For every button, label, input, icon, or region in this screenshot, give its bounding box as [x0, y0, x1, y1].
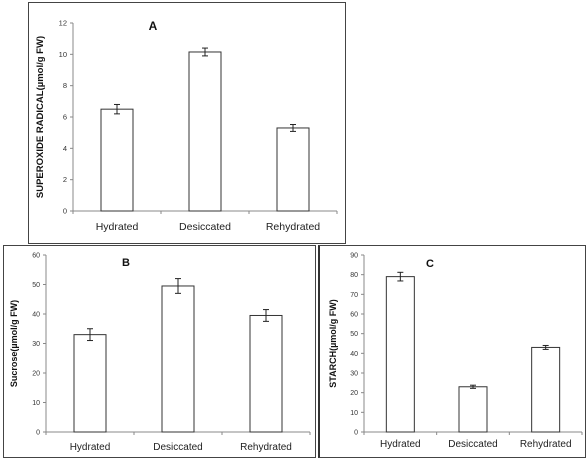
y-tick-label: 90: [350, 253, 358, 260]
y-tick-label: 50: [350, 331, 358, 338]
y-tick-label: 40: [32, 312, 40, 319]
y-tick-label: 0: [354, 430, 358, 437]
x-category-label: Hydrated: [96, 221, 139, 233]
chart-c-svg: 0 10 20 30 40 50 60 70 80 90 Hydrated Desiccated Reh…: [328, 253, 583, 450]
x-category-label: Desiccated: [153, 442, 202, 453]
y-tick-label: 2: [63, 175, 67, 184]
bar-hydrated: [73, 334, 107, 433]
x-category-label: Rehydrated: [240, 442, 292, 453]
x-category-label: Rehydrated: [520, 439, 572, 450]
chart-panel-a: 0 2 4 6 8 10 12 Hydrated Desiccated Rehydrated A SU…: [28, 2, 346, 244]
y-axis-label: SUPEROXIDE RADICAL(µmol/g FW): [35, 36, 46, 198]
y-tick-label: 60: [350, 312, 358, 319]
y-tick-label: 0: [63, 207, 67, 216]
y-tick-label: 0: [36, 430, 40, 437]
chart-a-svg: 0 2 4 6 8 10 12 Hydrated Desiccated Rehydrated A SU…: [35, 19, 338, 233]
chart-panel-c: 0 10 20 30 40 50 60 70 80 90 Hydrated Desiccated Reh…: [318, 245, 586, 458]
y-tick-label: 10: [32, 400, 40, 407]
y-tick-label: 8: [63, 81, 67, 90]
y-tick-label: 50: [32, 282, 40, 289]
bar-rehydrated: [276, 127, 310, 212]
panel-label-a: A: [149, 19, 158, 33]
y-tick-label: 30: [350, 371, 358, 378]
x-category-label: Hydrated: [380, 439, 421, 450]
bar-desiccated: [188, 51, 222, 212]
y-axis-label: STARCH(µmol/g FW): [328, 299, 338, 388]
y-tick-label: 6: [63, 113, 67, 122]
bar-rehydrated: [249, 314, 283, 433]
y-tick-label: 70: [350, 292, 358, 299]
panel-label-c: C: [426, 258, 434, 270]
bar-hydrated: [100, 108, 134, 212]
y-tick-label: 12: [59, 19, 67, 28]
chart-b-svg: 0 10 20 30 40 50 60 Hydrated Desiccated Rehydrate…: [9, 253, 311, 453]
y-tick-label: 4: [63, 144, 67, 153]
y-tick-label: 20: [350, 390, 358, 397]
y-tick-label: 10: [59, 50, 67, 59]
y-tick-label: 30: [32, 341, 40, 348]
x-category-label: Hydrated: [70, 442, 111, 453]
y-tick-label: 80: [350, 272, 358, 279]
x-category-label: Desiccated: [448, 439, 497, 450]
bar-rehydrated: [531, 346, 561, 433]
y-tick-label: 20: [32, 371, 40, 378]
y-tick-label: 40: [350, 351, 358, 358]
y-axis-label: Sucrose(µmol/g FW): [9, 300, 19, 387]
bar-hydrated: [385, 276, 415, 433]
y-tick-label: 60: [32, 253, 40, 260]
x-category-label: Desiccated: [179, 221, 231, 233]
chart-panel-b: 0 10 20 30 40 50 60 Hydrated Desiccated Rehydrate…: [3, 245, 316, 458]
panel-label-b: B: [122, 257, 130, 269]
x-category-label: Rehydrated: [266, 221, 320, 233]
y-tick-label: 10: [350, 410, 358, 417]
bar-desiccated: [458, 386, 488, 433]
bar-desiccated: [161, 285, 195, 433]
